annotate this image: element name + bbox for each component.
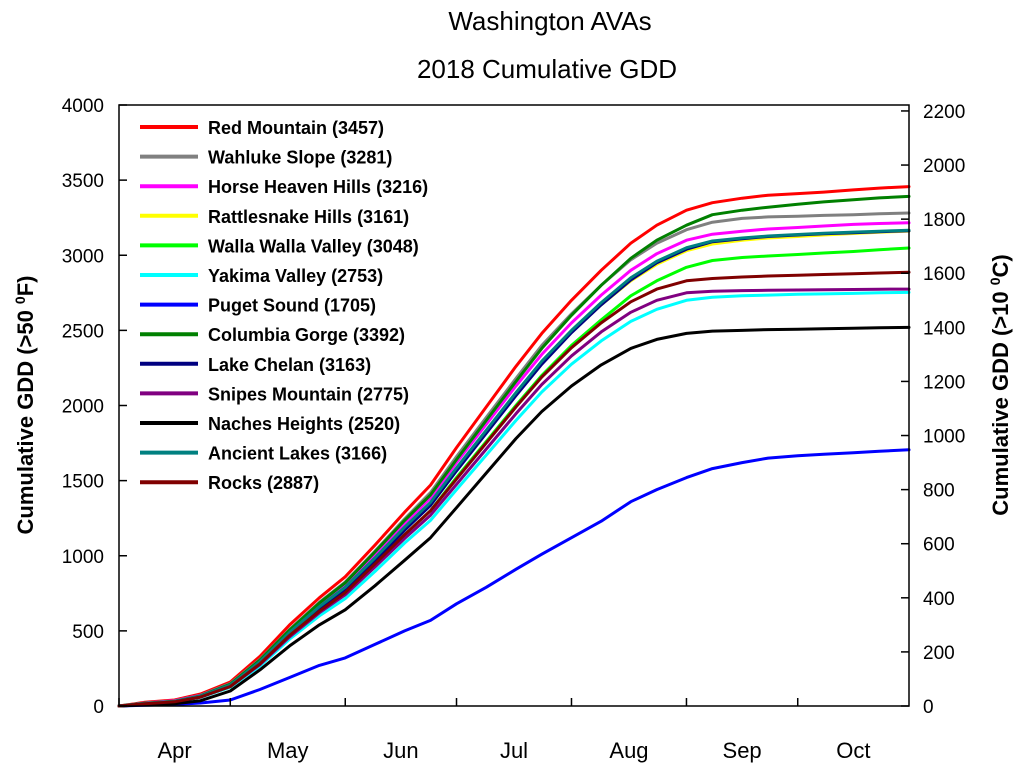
y2-tick-label: 800 (923, 481, 955, 502)
y2-axis-label-base: Cumulative GDD (>10 (988, 285, 1013, 515)
legend-label: Naches Heights (2520) (208, 414, 400, 434)
y2-tick-label: 1600 (923, 264, 965, 285)
series-layer (117, 185, 911, 708)
y2-axis-label-sup: 0 (987, 277, 1003, 285)
series-line (117, 270, 911, 708)
month-label: Aug (609, 738, 648, 763)
series-line (117, 228, 911, 708)
legend-label: Walla Walla Valley (3048) (208, 236, 419, 256)
y-tick-label: 3000 (62, 246, 104, 267)
legend-label: Rocks (2887) (208, 473, 319, 493)
month-label: Sep (723, 738, 762, 763)
y2-tick-label: 1000 (923, 427, 965, 448)
legend-label: Wahluke Slope (3281) (208, 148, 392, 168)
y-tick-label: 3500 (62, 171, 104, 192)
legend-label: Puget Sound (1705) (208, 296, 376, 316)
y2-tick-label: 0 (923, 697, 934, 718)
legend-label: Horse Heaven Hills (3216) (208, 177, 428, 197)
y-tick-label: 4000 (62, 96, 104, 117)
month-label: Apr (158, 738, 192, 763)
y-tick-label: 1500 (62, 472, 104, 493)
chart-subtitle: 2018 Cumulative GDD (417, 54, 677, 84)
y2-axis-label-end: C) (988, 254, 1013, 277)
legend-label: Rattlesnake Hills (3161) (208, 207, 409, 227)
y-tick-label: 2000 (62, 397, 104, 418)
y2-tick-label: 1200 (923, 372, 965, 393)
month-label: May (267, 738, 309, 763)
y-axis-label: Cumulative GDD (>50 0F) (12, 275, 38, 534)
month-label: Jul (500, 738, 528, 763)
y-tick-label: 0 (93, 697, 104, 718)
chart-title: Washington AVAs (448, 6, 651, 36)
legend: Red Mountain (3457) Wahluke Slope (3281) H… (140, 118, 428, 493)
bottom-axis: Apr May Jun Jul Aug Sep Oct (118, 698, 870, 763)
left-axis: 0 500 1000 1500 2000 2500 3000 3500 4000 (62, 96, 127, 718)
y-axis-label-base: Cumulative GDD (>50 (13, 304, 38, 534)
y2-tick-label: 600 (923, 535, 955, 556)
month-label: Jun (383, 738, 418, 763)
y-axis-label-end: F) (13, 275, 38, 296)
y2-tick-label: 1800 (923, 210, 965, 231)
series-line (117, 287, 911, 708)
y2-axis-label: Cumulative GDD (>10 0C) (987, 254, 1013, 515)
legend-label: Red Mountain (3457) (208, 118, 384, 138)
y-tick-label: 500 (72, 622, 104, 643)
y-tick-label: 2500 (62, 321, 104, 342)
legend-label: Ancient Lakes (3166) (208, 444, 387, 464)
legend-label: Yakima Valley (2753) (208, 266, 383, 286)
y2-tick-label: 200 (923, 643, 955, 664)
y2-tick-label: 400 (923, 589, 955, 610)
series-line (117, 185, 911, 708)
right-axis: 0 200 400 600 800 1000 1200 1400 1600 1800 2000 220… (901, 102, 965, 718)
legend-label: Lake Chelan (3163) (208, 355, 371, 375)
month-label: Oct (836, 738, 870, 763)
series-line (117, 325, 911, 708)
y2-tick-label: 1400 (923, 318, 965, 339)
y-axis-label-sup: 0 (12, 296, 28, 304)
y-tick-label: 1000 (62, 547, 104, 568)
y2-tick-label: 2000 (923, 156, 965, 177)
series-line (117, 448, 911, 708)
legend-label: Snipes Mountain (2775) (208, 384, 409, 404)
legend-label: Columbia Gorge (3392) (208, 325, 405, 345)
y2-tick-label: 2200 (923, 102, 965, 123)
